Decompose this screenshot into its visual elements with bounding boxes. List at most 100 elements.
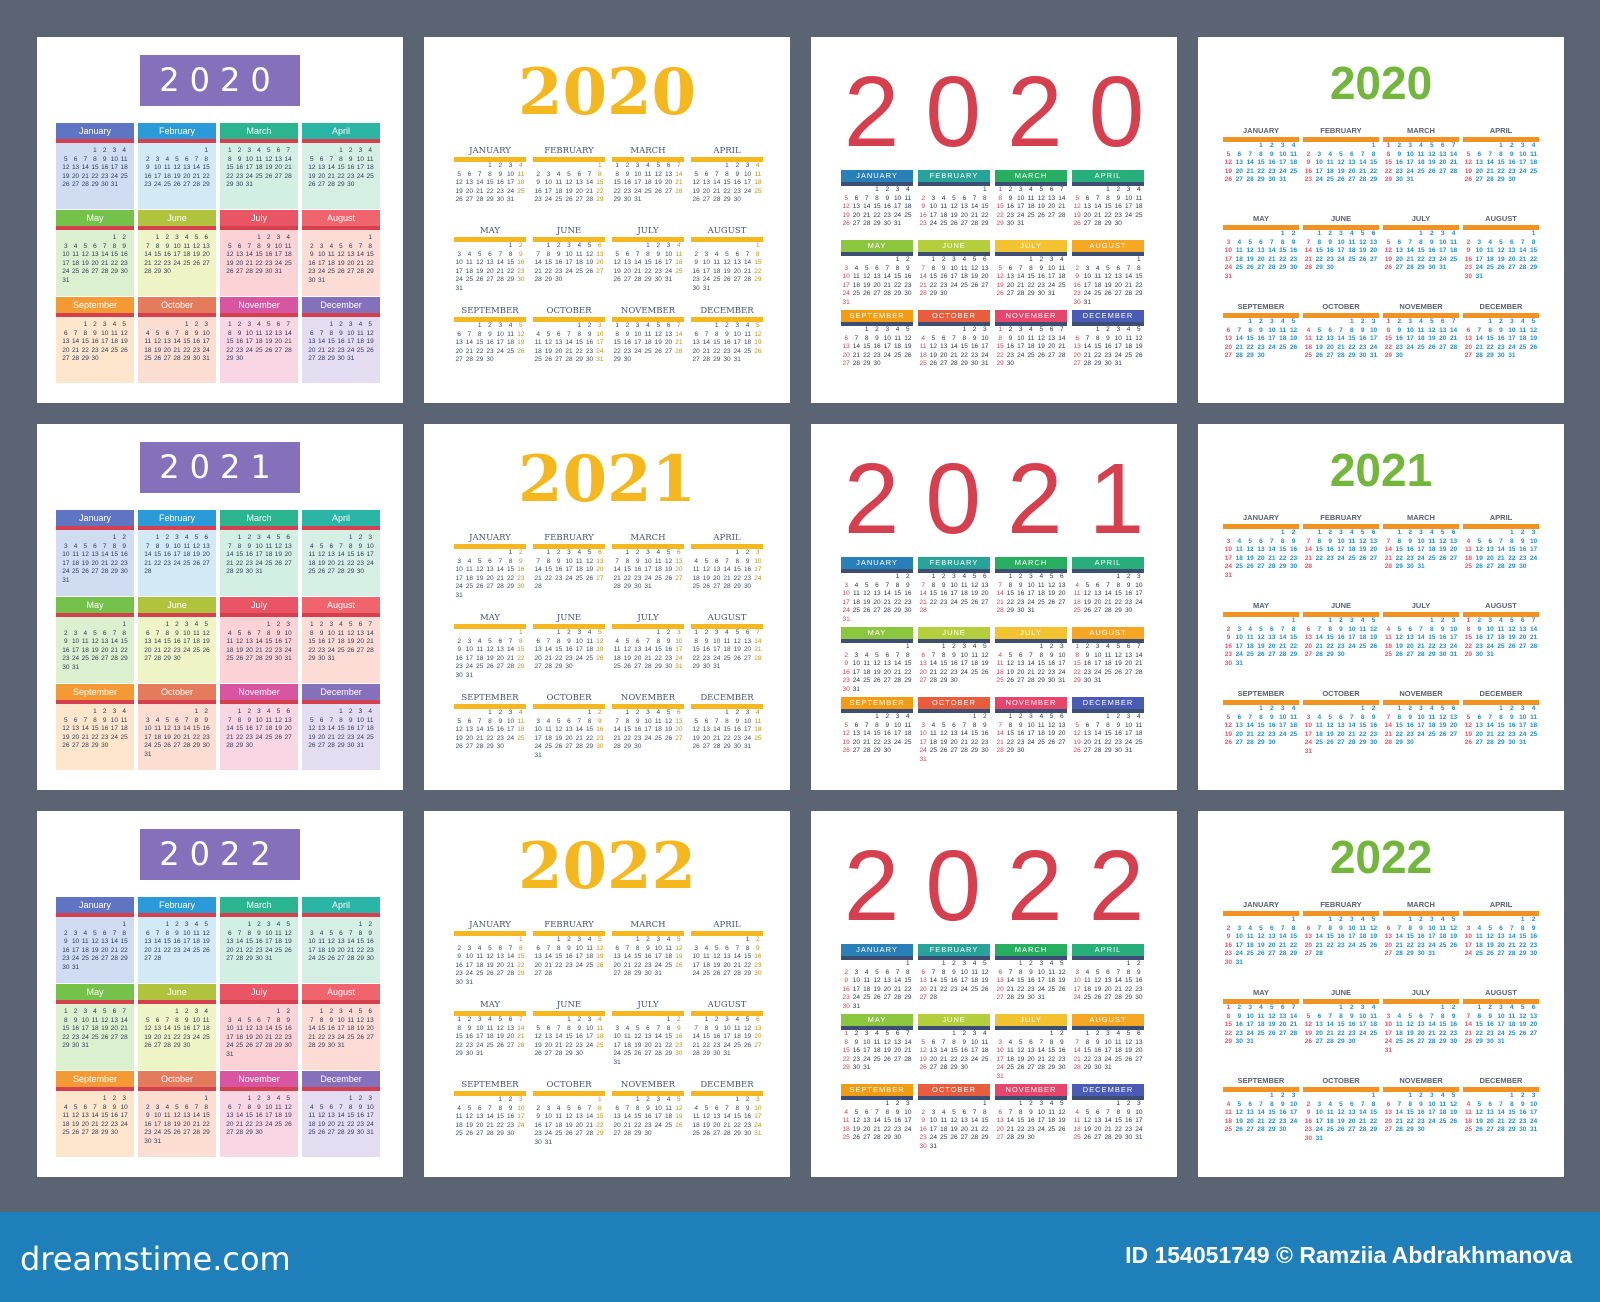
day-cell: 18 bbox=[1428, 722, 1436, 729]
month-name: October bbox=[138, 684, 216, 700]
day-cell: 21 bbox=[1417, 642, 1425, 650]
day-cell: 23 bbox=[1017, 738, 1025, 746]
month-may: MAY 1 2 3 4 5 6 7 8 9 10 11 12 13 14 15 16 17 18 19 20 21 22 23… bbox=[1223, 213, 1299, 295]
day-cell: 21 bbox=[644, 654, 652, 662]
day-cell: 16 bbox=[754, 953, 762, 960]
month-name: JUNE bbox=[918, 627, 990, 639]
day-cell: 4 bbox=[646, 162, 650, 169]
day-cell: 15 bbox=[1428, 634, 1436, 641]
day-cell: 21 bbox=[245, 259, 253, 267]
month-february: FEBRUARY 1 2 3 4 5 6 7 8 9 10 11 12 13 14 15 16 17 18 19 20 2… bbox=[533, 919, 605, 993]
day-cell: 15 bbox=[1006, 590, 1015, 597]
month-name: FEBRUARY bbox=[544, 146, 594, 156]
day-cell: 4 bbox=[864, 651, 869, 659]
day-cell: 18 bbox=[1326, 167, 1334, 175]
month-name: January bbox=[56, 123, 134, 139]
day-cell: 15 bbox=[1017, 977, 1025, 984]
month-january: JANUARY 1 2 3 4 5 6 7 8 9 10 11 12 13 14 15 16 17 18 19 20 21… bbox=[454, 145, 526, 219]
day-cell: 25 bbox=[144, 355, 152, 362]
day-cell: 20 bbox=[842, 351, 850, 359]
day-cell: 10 bbox=[1037, 1108, 1045, 1116]
blank-cell bbox=[1346, 705, 1357, 714]
day-cell: 22 bbox=[517, 961, 525, 969]
day-cell: 31 bbox=[71, 663, 80, 671]
day-cell: 5 bbox=[155, 329, 160, 337]
day-cell: 19 bbox=[996, 281, 1004, 289]
day-cell: 7 bbox=[1060, 186, 1064, 193]
day-cell: 1 bbox=[1386, 318, 1391, 325]
calendar-card-2020-design-2: 2020 JANUARY 1 2 3 4 5 6 7 8 9 10 11 12 13 14 15 16 17 18 19… bbox=[424, 37, 790, 403]
day-cell: 16 bbox=[235, 164, 244, 171]
day-cell: 19 bbox=[163, 733, 171, 741]
blank-cell bbox=[554, 1096, 564, 1105]
day-cell: 3 bbox=[276, 234, 281, 241]
day-cell: 13 bbox=[486, 566, 494, 573]
blank-cell bbox=[326, 234, 336, 243]
year-title: 2020 bbox=[1329, 57, 1433, 109]
day-cell: 20 bbox=[327, 559, 335, 567]
weekday-strip bbox=[56, 526, 134, 530]
day-cell: 23 bbox=[904, 598, 912, 606]
blank-cell bbox=[90, 1095, 100, 1104]
day-cell: 28 bbox=[555, 1050, 563, 1057]
day-cell: 7 bbox=[895, 651, 900, 659]
day-cell: 7 bbox=[1386, 713, 1391, 721]
blank-cell bbox=[326, 1095, 336, 1104]
day-cell: 15 bbox=[110, 251, 119, 258]
day-cell: 30 bbox=[173, 655, 181, 662]
day-cell: 28 bbox=[1114, 994, 1122, 1001]
day-cell: 4 bbox=[339, 621, 343, 628]
day-cell: 25 bbox=[1037, 598, 1045, 606]
day-cell: 3 bbox=[1408, 142, 1412, 149]
day-cell: 21 bbox=[1406, 255, 1414, 263]
weekday-strip bbox=[56, 1087, 134, 1091]
day-cell: 13 bbox=[235, 251, 244, 258]
day-cell: 7 bbox=[998, 581, 1002, 589]
day-cell: 15 bbox=[1047, 1047, 1056, 1054]
day-cell: 11 bbox=[981, 1038, 989, 1046]
blank-cell bbox=[533, 1016, 543, 1025]
month-name: MARCH bbox=[995, 944, 1067, 956]
day-cell: 10 bbox=[950, 264, 958, 272]
day-cell: 10 bbox=[950, 581, 958, 589]
day-cell: 13 bbox=[919, 660, 927, 667]
day-cell: 29 bbox=[634, 970, 642, 977]
day-cell: 3 bbox=[895, 186, 900, 193]
day-cell: 2 bbox=[556, 549, 561, 556]
day-cell: 15 bbox=[596, 1113, 604, 1120]
day-cell: 26 bbox=[71, 1129, 80, 1136]
blank-cell bbox=[326, 147, 336, 156]
day-cell: 8 bbox=[1049, 1038, 1054, 1046]
blank-cell bbox=[1485, 529, 1496, 538]
day-cell: 12 bbox=[173, 164, 181, 171]
day-cell: 3 bbox=[646, 709, 650, 716]
day-cell: 19 bbox=[842, 738, 850, 746]
day-cell: 10 bbox=[644, 557, 652, 565]
day-cell: 31 bbox=[1486, 651, 1494, 658]
day-cell: 4 bbox=[536, 330, 540, 338]
day-cell: 12 bbox=[634, 1033, 642, 1040]
day-cell: 19 bbox=[202, 638, 210, 645]
day-cell: 7 bbox=[587, 1104, 592, 1112]
day-cell: 31 bbox=[754, 1130, 762, 1137]
day-cell: 15 bbox=[245, 1112, 253, 1119]
month-name: DECEMBER bbox=[1072, 697, 1144, 709]
day-cell: 16 bbox=[1114, 203, 1122, 210]
day-cell: 8 bbox=[247, 929, 252, 937]
day-cell: 27 bbox=[692, 356, 700, 363]
day-cell: 18 bbox=[163, 1120, 171, 1128]
day-cell: 22 bbox=[1315, 255, 1323, 263]
day-cell: 3 bbox=[1137, 1100, 1141, 1107]
day-cell: 28 bbox=[544, 663, 553, 670]
day-cell: 8 bbox=[339, 716, 343, 724]
day-cell: 4 bbox=[656, 549, 661, 556]
day-cell: 10 bbox=[1475, 247, 1483, 254]
day-cell: 25 bbox=[71, 568, 80, 575]
day-cell: 18 bbox=[1428, 546, 1436, 553]
day-cell: 14 bbox=[1094, 203, 1102, 210]
day-cell: 18 bbox=[654, 726, 662, 733]
month-march: MARCH 1 2 3 4 5 6 7 8 9 10 11 12 13 14 15 16 17 18 19 20 21 22… bbox=[1383, 125, 1459, 207]
day-cell: 12 bbox=[153, 338, 162, 345]
day-cell: 11 bbox=[275, 1103, 282, 1111]
day-cell: 17 bbox=[284, 638, 292, 645]
